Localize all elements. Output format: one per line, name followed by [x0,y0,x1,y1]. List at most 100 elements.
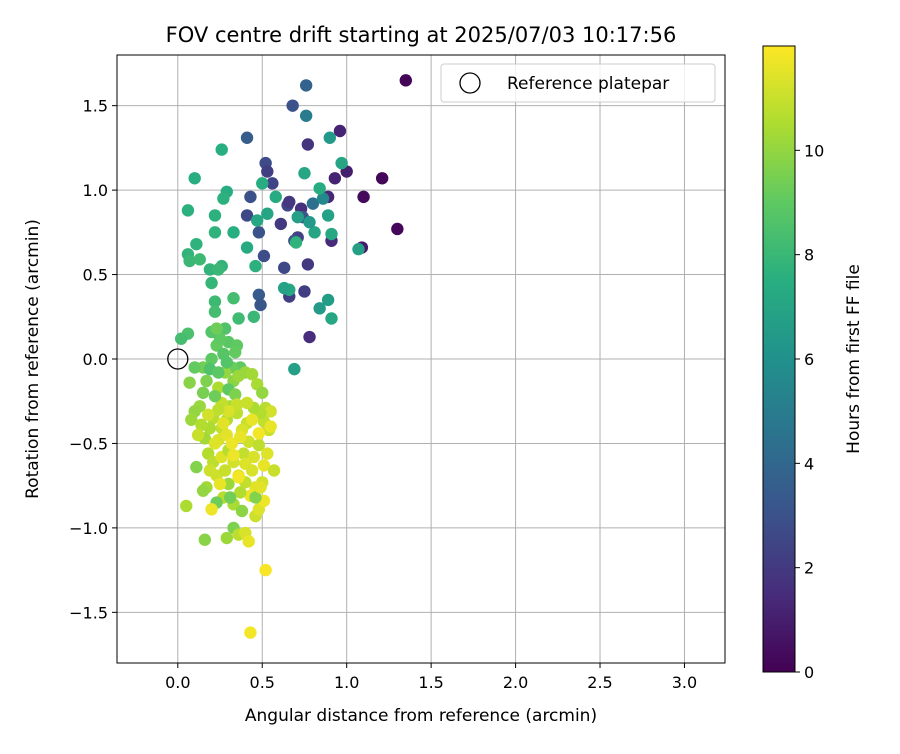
data-point [188,172,201,185]
data-point [299,79,313,92]
data-point [217,416,230,430]
data-point [328,172,342,185]
x-axis-ticks: 0.0 0.5 1.0 1.5 2.0 2.5 3.0 [165,663,697,692]
data-point [242,535,255,548]
data-point [227,449,240,462]
scatter-points [174,74,412,639]
data-point [247,310,260,323]
data-point [240,209,254,222]
colorbar-tick-label: 6 [804,350,814,369]
data-point [240,241,254,254]
data-point [180,499,193,513]
data-point [203,464,217,477]
legend-marker-icon [459,72,481,94]
data-point [202,408,215,421]
data-point [333,124,347,138]
data-point [335,156,348,170]
data-point [298,285,311,298]
data-point [244,626,257,639]
data-point [191,428,205,442]
data-point [250,214,264,227]
x-tick-label: 1.5 [418,673,443,692]
y-tick-label: −0.5 [69,434,108,453]
legend: Reference platepar [440,63,716,103]
colorbar-tick-label: 4 [804,454,814,473]
data-point [181,204,195,217]
data-point [213,332,227,345]
data-point [183,254,196,268]
data-point [196,484,210,497]
data-point [301,138,315,151]
data-point [323,131,336,144]
data-point [212,403,225,416]
data-point [205,352,218,366]
data-point [212,366,225,379]
data-point [198,533,212,546]
data-point [234,486,247,499]
chart-title: FOV centre drift starting at 2025/07/03 … [166,23,677,47]
data-point [244,190,257,204]
data-point [174,332,188,345]
data-point [278,261,291,274]
data-point [220,356,233,369]
colorbar-tick-label: 8 [804,246,814,265]
data-point [266,177,279,190]
data-point [254,298,267,312]
data-point [245,368,259,381]
y-tick-label: 0.5 [83,266,108,285]
data-point [196,386,210,399]
data-point [183,376,196,389]
data-point [321,293,335,307]
data-point [283,195,296,209]
data-point [227,292,240,305]
colorbar-label: Hours from first FF file [844,264,864,454]
data-point [254,481,267,494]
x-tick-label: 3.0 [672,673,697,692]
data-point [193,253,206,266]
data-point [245,464,259,477]
data-point [190,237,203,251]
y-tick-label: −1.0 [69,519,108,538]
data-point [291,210,304,224]
data-point [256,177,269,190]
y-tick-label: −1.5 [69,603,108,622]
data-point [257,249,271,263]
data-point [352,243,365,256]
data-point [227,226,240,239]
data-point [391,222,404,236]
data-point [303,330,316,344]
data-point [218,464,232,477]
data-point [215,143,228,156]
reference-platepar-marker [167,348,189,370]
data-point [208,437,222,450]
data-point [274,217,288,231]
data-point [208,295,222,308]
data-point [188,361,201,374]
data-point [212,263,225,276]
legend-box [440,63,716,103]
data-point [245,413,259,426]
data-point [247,450,260,464]
x-tick-label: 0.5 [250,673,275,692]
data-point [252,288,266,302]
data-point [222,405,235,418]
data-point [399,74,412,87]
data-point [208,389,222,403]
data-point [200,374,213,388]
data-point [298,167,311,180]
data-point [261,165,274,178]
data-point [308,226,321,239]
data-point [223,491,237,504]
data-point [235,504,249,518]
y-tick-label: 1.5 [83,97,108,116]
colorbar-ticks: 0 2 4 6 8 10 [795,141,824,682]
y-axis-ticks: −1.5 −1.0 −0.5 0.0 0.5 1.0 1.5 [69,97,117,622]
data-point [278,281,291,295]
data-point [325,312,338,325]
data-point [261,207,274,220]
data-point [259,563,272,577]
data-point [208,209,222,222]
data-point [288,362,301,376]
colorbar-tick-label: 10 [804,141,824,160]
